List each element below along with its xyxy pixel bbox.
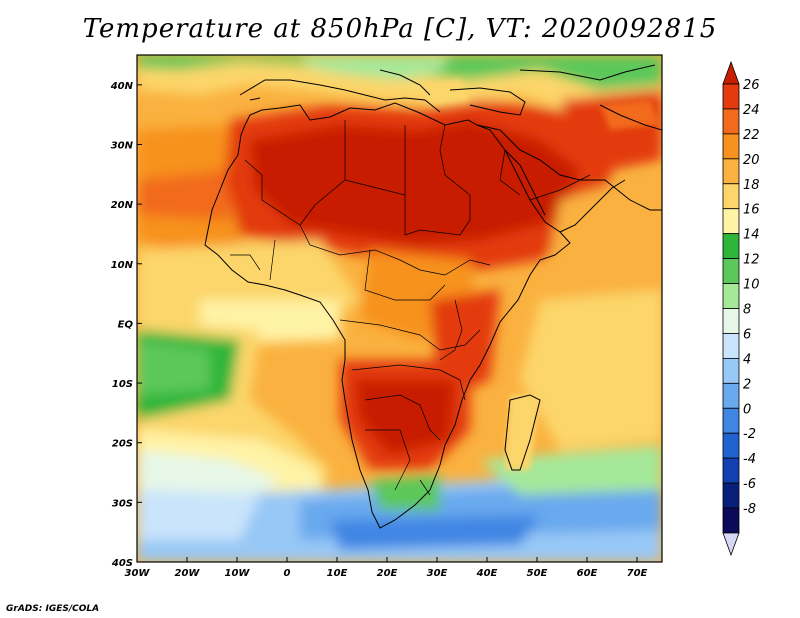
colorbar-swatch <box>722 283 740 309</box>
colorbar-swatch <box>722 133 740 160</box>
lon-tick-label: 20W <box>175 568 201 579</box>
colorbar-label: 22 <box>743 128 760 143</box>
temperature-field <box>137 55 662 562</box>
colorbar-label: 18 <box>743 178 760 193</box>
colorbar-swatch <box>722 382 740 409</box>
lon-tick-label: 30W <box>125 568 151 579</box>
colorbar-swatch <box>722 457 740 484</box>
coastlines <box>204 64 662 529</box>
colorbar-label: 10 <box>743 278 760 293</box>
colorbar-label: 20 <box>743 153 760 168</box>
colorbar-top-triangle <box>722 60 740 85</box>
axis-ticks: 30W 20W 10W 0 10E 20E 30E 40E 50E 60E 70E 40N 30N 20N… <box>110 81 648 579</box>
colorbar-label: 16 <box>743 203 760 218</box>
lon-tick-label: 30E <box>427 568 448 579</box>
colorbar-swatch <box>722 233 740 260</box>
lat-tick-label: 10S <box>112 379 133 390</box>
colorbar-label: 0 <box>743 402 751 417</box>
colorbar-label: 8 <box>743 303 751 318</box>
map-title: Temperature at 850hPa [C], VT: 202009281… <box>82 14 718 44</box>
lat-tick-label: 10N <box>111 260 134 271</box>
colorbar-label: -8 <box>743 502 756 517</box>
lat-tick-label: 20S <box>112 439 133 450</box>
lon-tick-label: 50E <box>527 568 548 579</box>
colorbar-swatch <box>722 357 740 384</box>
colorbar-label: -6 <box>743 477 756 492</box>
colorbar-label: -4 <box>743 452 756 467</box>
colorbar-swatch <box>722 407 740 434</box>
lat-tick-label: 20N <box>111 200 134 211</box>
colorbar-label: -2 <box>743 427 756 442</box>
lat-tick-label: EQ <box>118 319 134 330</box>
colorbar-swatch <box>722 308 740 334</box>
colorbar-label: 24 <box>743 103 760 118</box>
lon-tick-label: 40E <box>476 568 498 579</box>
colorbar-swatch <box>722 432 740 459</box>
lon-tick-label: 20E <box>377 568 398 579</box>
lon-tick-label: 60E <box>577 568 598 579</box>
colorbar-label: 6 <box>743 327 751 342</box>
lat-tick-label: 40N <box>110 81 134 92</box>
colorbar-bottom-triangle <box>722 532 740 557</box>
lon-tick-label: 70E <box>627 568 648 579</box>
colorbar-swatch <box>722 208 740 235</box>
colorbar-swatch <box>722 183 740 210</box>
colorbar-swatch <box>722 258 740 284</box>
colorbar-label: 14 <box>743 228 760 243</box>
colorbar-swatch <box>722 158 740 185</box>
map-frame <box>136 54 663 563</box>
colorbar-label: 2 <box>743 377 751 392</box>
colorbar-label: 4 <box>743 352 751 367</box>
lat-tick-label: 40S <box>111 558 133 569</box>
colorbar-swatch <box>722 83 740 110</box>
lon-tick-label: 0 <box>284 568 291 579</box>
colorbar-swatch <box>722 507 740 534</box>
lat-tick-label: 30N <box>111 140 134 151</box>
colorbar-swatch <box>722 333 740 359</box>
lon-tick-label: 10W <box>225 568 251 579</box>
grads-credit: GrADS: IGES/COLA <box>6 604 100 614</box>
colorbar-swatch <box>722 108 740 135</box>
colorbar-label: 12 <box>743 253 760 268</box>
country-borders <box>230 120 591 496</box>
lat-tick-label: 30S <box>112 498 133 509</box>
colorbar-swatch <box>722 482 740 509</box>
lon-tick-label: 10E <box>327 568 348 579</box>
colorbar-label: 26 <box>743 78 760 93</box>
